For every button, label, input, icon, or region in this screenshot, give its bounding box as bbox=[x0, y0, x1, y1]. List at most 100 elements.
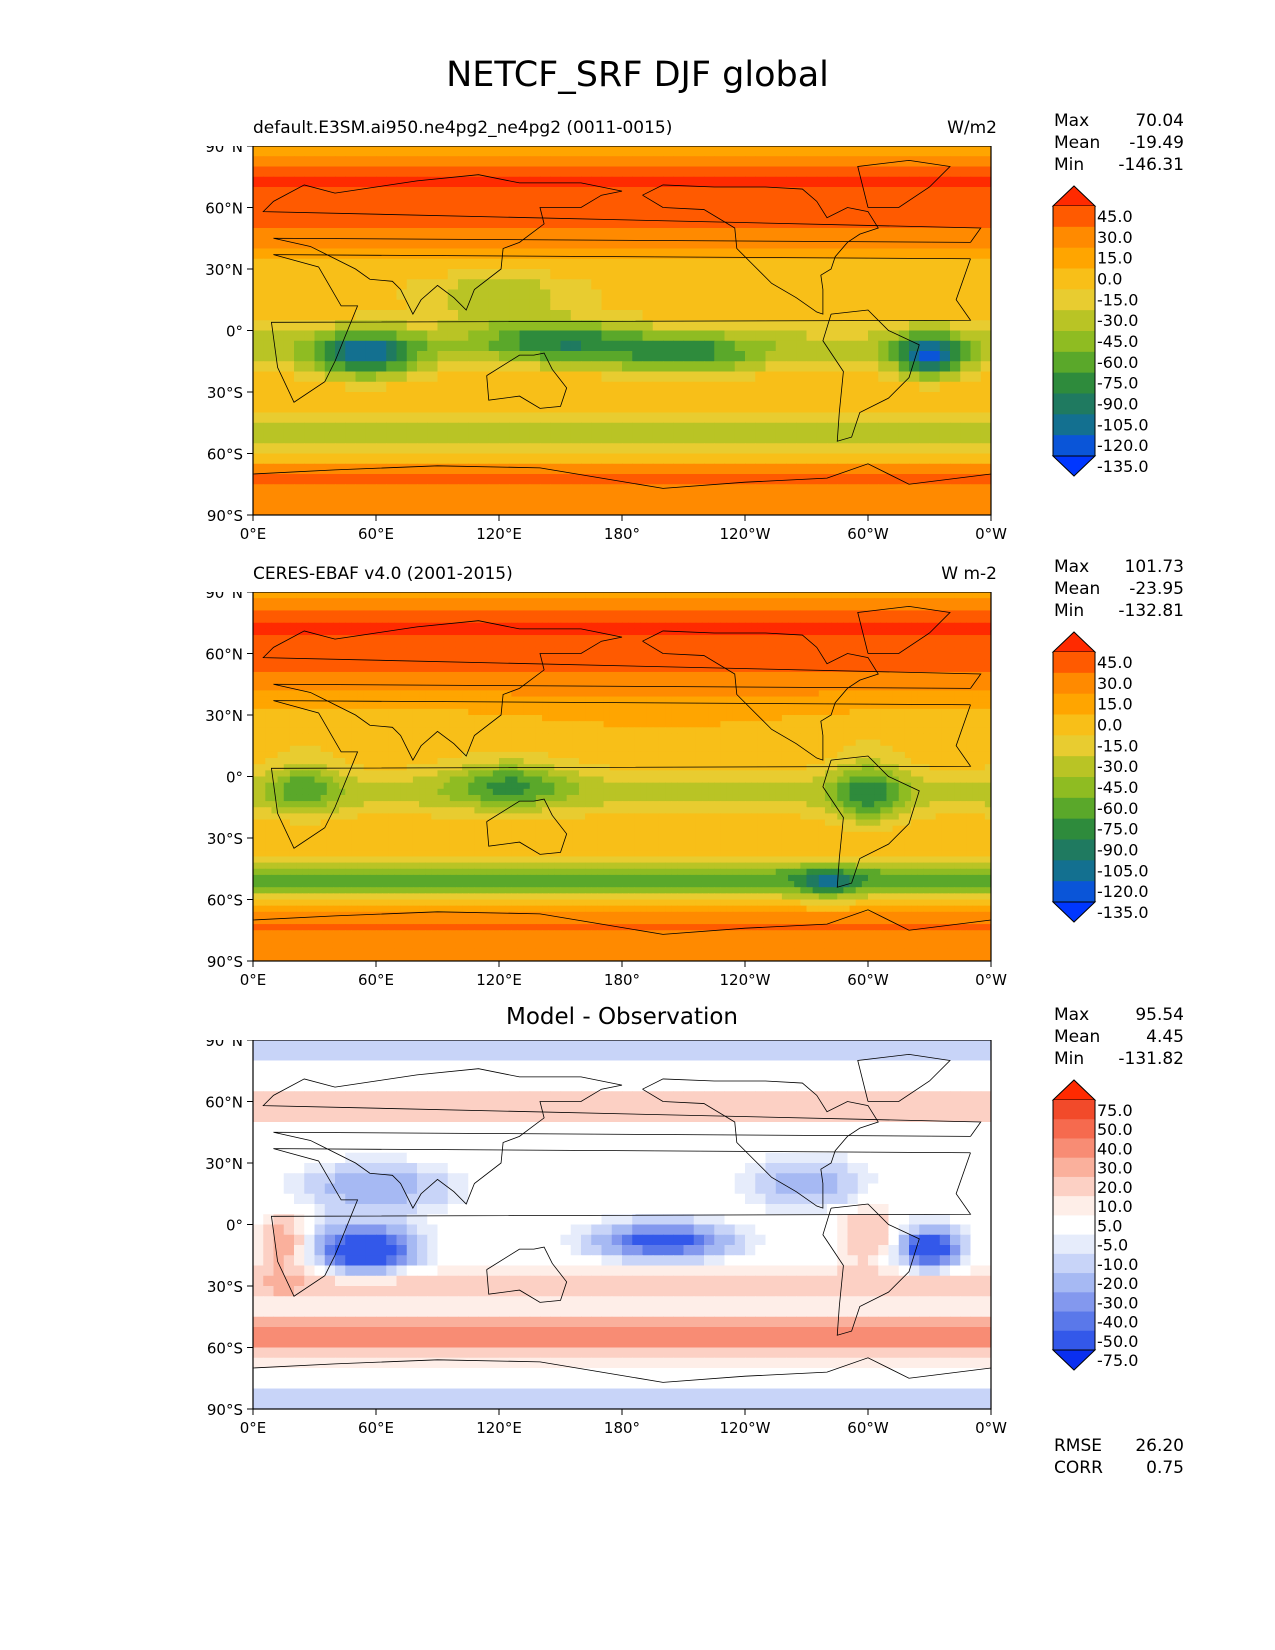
field-cell bbox=[396, 310, 408, 321]
field-cell bbox=[704, 187, 715, 198]
field-cell bbox=[786, 494, 797, 506]
field-cell bbox=[369, 696, 377, 704]
field-cell bbox=[755, 320, 767, 332]
field-cell bbox=[939, 310, 951, 321]
field-cell bbox=[324, 146, 336, 157]
field-cell bbox=[714, 166, 726, 178]
field-cell bbox=[663, 484, 674, 496]
field-cell bbox=[816, 258, 828, 270]
field-cell bbox=[478, 176, 490, 188]
field-cell bbox=[966, 622, 974, 630]
field-cell bbox=[492, 641, 500, 648]
field-cell bbox=[919, 371, 931, 383]
field-cell bbox=[351, 690, 359, 698]
field-cell bbox=[816, 494, 828, 506]
field-cell bbox=[831, 610, 838, 618]
field-cell bbox=[960, 412, 972, 424]
field-cell bbox=[642, 146, 654, 157]
field-cell bbox=[734, 248, 746, 260]
field-cell bbox=[283, 463, 295, 475]
field-cell bbox=[529, 412, 541, 424]
field-cell bbox=[704, 351, 715, 362]
field-cell bbox=[488, 361, 500, 373]
field-cell bbox=[550, 504, 562, 515]
field-cell bbox=[578, 628, 586, 636]
field-cell bbox=[308, 678, 316, 685]
field-cell bbox=[947, 690, 955, 698]
field-cell bbox=[581, 381, 592, 393]
field-cell bbox=[646, 622, 654, 630]
field-cell bbox=[542, 628, 549, 636]
field-cell bbox=[941, 659, 949, 667]
field-cell bbox=[929, 616, 937, 624]
field-cell bbox=[628, 635, 635, 642]
field-cell bbox=[365, 299, 377, 311]
field-cell bbox=[283, 228, 295, 239]
field-cell bbox=[615, 628, 623, 636]
field-cell bbox=[683, 228, 695, 239]
field-cell bbox=[683, 598, 691, 605]
field-cell bbox=[898, 381, 910, 393]
field-cell bbox=[339, 622, 346, 630]
field-cell bbox=[253, 708, 260, 716]
field-cell bbox=[540, 504, 551, 515]
field-cell bbox=[458, 320, 469, 332]
field-cell bbox=[447, 228, 459, 239]
field-cell bbox=[492, 690, 500, 698]
field-cell bbox=[517, 628, 525, 636]
field-cell bbox=[294, 187, 305, 198]
field-cell bbox=[294, 484, 305, 496]
field-cell bbox=[837, 433, 849, 444]
field-cell bbox=[486, 635, 494, 642]
field-cell bbox=[535, 684, 543, 691]
field-cell bbox=[726, 622, 734, 630]
field-cell bbox=[412, 678, 420, 685]
field-cell bbox=[714, 647, 721, 655]
field-cell bbox=[540, 371, 551, 383]
field-cell bbox=[554, 616, 562, 624]
field-cell bbox=[417, 484, 428, 496]
field-cell bbox=[794, 610, 801, 618]
field-cell bbox=[765, 279, 777, 291]
field-cell bbox=[683, 392, 695, 403]
field-cell bbox=[757, 592, 765, 599]
field-cell bbox=[499, 635, 506, 642]
field-cell bbox=[683, 269, 695, 280]
field-cell bbox=[909, 402, 920, 414]
field-cell bbox=[478, 299, 490, 311]
field-cell bbox=[542, 616, 549, 624]
field-cell bbox=[585, 641, 592, 648]
field-cell bbox=[529, 628, 537, 636]
field-cell bbox=[468, 412, 480, 424]
field-cell bbox=[427, 433, 439, 444]
field-cell bbox=[326, 684, 334, 691]
field-cell bbox=[509, 310, 521, 321]
field-cell bbox=[554, 665, 562, 673]
field-cell bbox=[732, 690, 740, 698]
field-cell bbox=[642, 392, 654, 403]
field-cell bbox=[431, 610, 439, 618]
field-cell bbox=[775, 604, 783, 612]
field-cell bbox=[603, 671, 611, 679]
field-cell bbox=[326, 708, 334, 716]
field-cell bbox=[365, 433, 377, 444]
field-cell bbox=[382, 653, 389, 661]
field-cell bbox=[935, 659, 943, 667]
field-cell bbox=[581, 197, 592, 209]
field-cell bbox=[935, 641, 943, 648]
field-cell bbox=[419, 604, 426, 612]
field-cell bbox=[474, 604, 482, 612]
field-cell bbox=[601, 422, 613, 434]
field-cell bbox=[917, 696, 924, 704]
field-cell bbox=[351, 628, 359, 636]
field-cell bbox=[646, 647, 654, 655]
field-cell bbox=[406, 146, 418, 157]
field-cell bbox=[289, 665, 297, 673]
field-cell bbox=[259, 610, 266, 618]
field-cell bbox=[714, 381, 726, 393]
field-cell bbox=[548, 702, 555, 710]
field-cell bbox=[632, 310, 644, 321]
field-cell bbox=[529, 592, 537, 599]
field-cell bbox=[535, 592, 543, 599]
field-cell bbox=[554, 678, 562, 685]
